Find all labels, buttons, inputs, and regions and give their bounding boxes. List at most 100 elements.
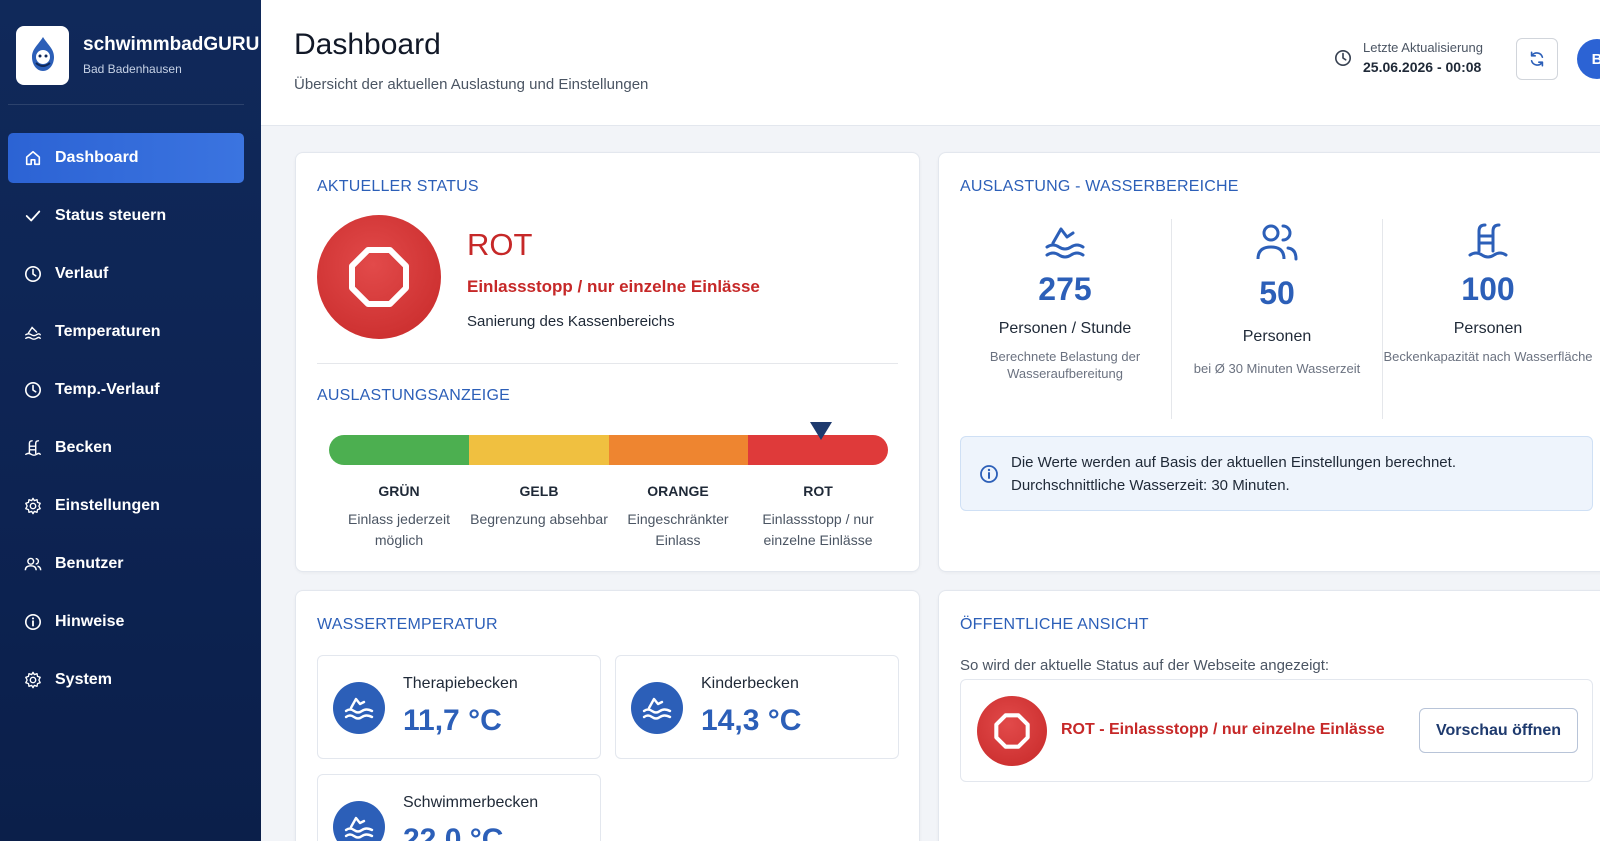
clock-icon	[1334, 49, 1352, 66]
metric-capacity: 100 Personen Beckenkapazität nach Wasser…	[1383, 219, 1593, 365]
legend-green: GRÜN Einlass jederzeit möglich	[329, 483, 469, 551]
sidebar-item-label: Temp.-Verlauf	[55, 381, 160, 398]
sidebar-item-verlauf[interactable]: Verlauf	[8, 249, 244, 299]
sidebar-item-label: Dashboard	[55, 149, 139, 166]
info-icon	[24, 613, 42, 631]
info-text-line: Die Werte werden auf Basis der aktuellen…	[1011, 453, 1456, 471]
gauge-segment-green	[329, 435, 469, 465]
temp-box-kinderbecken: Kinderbecken 14,3 °C	[615, 655, 899, 759]
legend-desc: Einlass jederzeit möglich	[348, 511, 450, 548]
status-level: ROT	[467, 227, 533, 262]
sidebar-item-benutzer[interactable]: Benutzer	[8, 539, 244, 589]
metric-per-hour: 275 Personen / Stunde Berechnete Belastu…	[960, 219, 1170, 382]
refresh-button[interactable]	[1516, 38, 1558, 80]
sidebar-item-temperaturen[interactable]: Temperaturen	[8, 307, 244, 357]
status-card: AKTUELLER STATUS ROT Einlassstopp / nur …	[295, 152, 920, 572]
info-icon	[980, 464, 998, 483]
swimmer-icon	[333, 801, 385, 841]
sidebar-item-label: Status steuern	[55, 207, 167, 224]
status-indicator	[317, 215, 441, 339]
info-text-line: Durchschnittliche Wasserzeit: 30 Minuten…	[1011, 476, 1290, 494]
pool-ladder-icon	[1468, 223, 1508, 259]
load-card: AUSLASTUNG - WASSERBEREICHE 275 Personen…	[938, 152, 1600, 572]
avatar[interactable]: B	[1577, 39, 1600, 79]
brand[interactable]: schwimmbadGURU Bad Badenhausen	[16, 25, 266, 85]
pool-name: Kinderbecken	[701, 675, 799, 692]
pool-name: Schwimmerbecken	[403, 794, 539, 811]
brand-location: Bad Badenhausen	[83, 62, 182, 76]
sidebar-item-system[interactable]: System	[8, 655, 244, 705]
metric-value: 100	[1461, 271, 1515, 307]
home-icon	[25, 150, 41, 166]
pool-temperature: 11,7 °C	[403, 704, 502, 737]
public-view-subtitle: So wird der aktuelle Status auf der Webs…	[960, 657, 1330, 674]
temp-box-schwimmerbecken: Schwimmerbecken 22,0 °C	[317, 774, 601, 841]
last-update: Letzte Aktualisierung 25.06.2026 - 00:08	[1334, 40, 1483, 75]
sidebar-item-einstellungen[interactable]: Einstellungen	[8, 481, 244, 531]
pool-temperature: 22,0 °C	[403, 823, 504, 841]
public-view-card: ÖFFENTLICHE ANSICHT So wird der aktuelle…	[938, 590, 1600, 841]
legend-red: ROT Einlassstopp / nur einzelne Einlässe	[748, 483, 888, 551]
gear-icon	[25, 671, 41, 689]
legend-orange: ORANGE Eingeschränkter Einlass	[608, 483, 748, 551]
metric-label: Personen / Stunde	[998, 320, 1132, 337]
load-card-title: AUSLASTUNG - WASSERBEREICHE	[960, 178, 1239, 195]
legend-name: GRÜN	[378, 483, 420, 499]
divider	[8, 104, 244, 105]
metric-label: Personen	[1453, 320, 1523, 337]
clock-icon	[24, 381, 42, 399]
status-card-title: AKTUELLER STATUS	[317, 178, 479, 195]
users-icon	[1256, 224, 1298, 261]
pool-ladder-icon	[25, 440, 41, 456]
sidebar-item-hinweise[interactable]: Hinweise	[8, 597, 244, 647]
pool-name: Therapiebecken	[403, 675, 518, 692]
public-status-text: ROT - Einlassstopp / nur einzelne Einläs…	[1061, 721, 1385, 738]
update-label: Letzte Aktualisierung	[1363, 40, 1483, 55]
metric-desc: Berechnete Belastung der Wasseraufbereit…	[989, 349, 1141, 381]
stop-octagon-icon	[994, 713, 1030, 749]
metric-desc: Beckenkapazität nach Wasserfläche	[1383, 349, 1593, 364]
refresh-icon	[1530, 51, 1544, 67]
swimmer-icon	[631, 682, 683, 734]
gauge-title: AUSLASTUNGSANZEIGE	[317, 387, 510, 404]
public-status-preview: ROT - Einlassstopp / nur einzelne Einläs…	[960, 679, 1593, 782]
swimmer-icon	[333, 682, 385, 734]
users-icon	[24, 557, 42, 571]
metric-persons: 50 Personen bei Ø 30 Minuten Wasserzeit	[1172, 219, 1382, 377]
check-icon	[25, 210, 41, 222]
gauge-segment-yellow	[468, 435, 609, 465]
legend-name: ORANGE	[647, 483, 709, 499]
brand-name: schwimmbadGURU	[83, 34, 260, 55]
swimmer-icon	[25, 326, 41, 340]
load-gauge	[329, 435, 888, 465]
logo-icon	[31, 37, 54, 71]
sidebar-item-label: System	[55, 671, 112, 688]
temp-box-therapiebecken: Therapiebecken 11,7 °C	[317, 655, 601, 759]
metric-value: 275	[1038, 271, 1092, 307]
water-wave-icon	[1045, 227, 1085, 259]
preview-open-button[interactable]: Vorschau öffnen	[1419, 708, 1578, 753]
sidebar-item-label: Benutzer	[55, 555, 124, 572]
sidebar-item-temp-verlauf[interactable]: Temp.-Verlauf	[8, 365, 244, 415]
legend-desc: Eingeschränkter Einlass	[627, 511, 729, 548]
status-headline: Einlassstopp / nur einzelne Einlässe	[467, 277, 760, 296]
page-title: Dashboard	[294, 28, 441, 61]
sidebar-item-label: Verlauf	[55, 265, 109, 282]
pool-temperature: 14,3 °C	[701, 704, 802, 737]
sidebar-item-dashboard[interactable]: Dashboard	[8, 133, 244, 183]
stop-octagon-icon	[349, 247, 409, 307]
gauge-pointer	[809, 422, 832, 440]
temperature-card-title: WASSERTEMPERATUR	[317, 616, 498, 633]
sidebar-item-status-steuern[interactable]: Status steuern	[8, 191, 244, 241]
update-timestamp: 25.06.2026 - 00:08	[1363, 59, 1482, 75]
gauge-segment-orange	[608, 435, 749, 465]
sidebar: schwimmbadGURU Bad Badenhausen Dashboard…	[0, 0, 261, 841]
header: Dashboard Übersicht der aktuellen Auslas…	[261, 0, 1600, 126]
sidebar-item-label: Einstellungen	[55, 497, 160, 514]
status-indicator	[977, 696, 1047, 766]
sidebar-item-label: Temperaturen	[55, 323, 161, 340]
legend-desc: Einlassstopp / nur einzelne Einlässe	[762, 511, 874, 548]
sidebar-item-becken[interactable]: Becken	[8, 423, 244, 473]
legend-desc: Begrenzung absehbar	[470, 511, 608, 527]
sidebar-nav: Dashboard Status steuern Verlauf Tempera…	[8, 133, 244, 713]
